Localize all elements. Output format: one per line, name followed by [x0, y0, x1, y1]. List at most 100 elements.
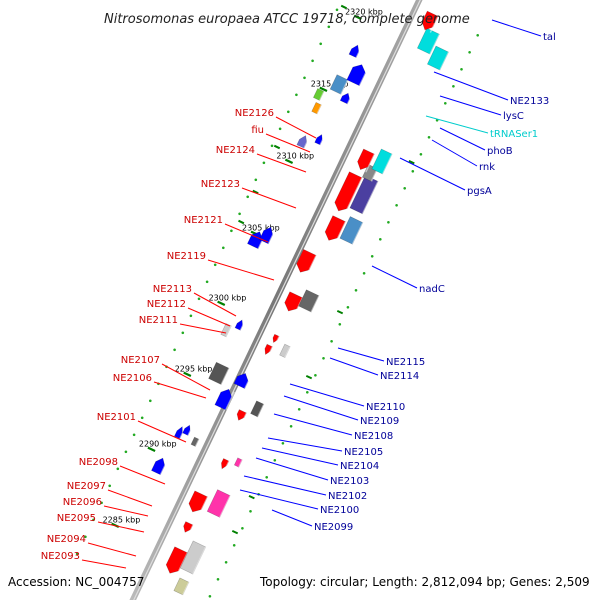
ruler-dot [232, 544, 236, 547]
ruler-dot [124, 450, 128, 454]
label-leader-left [119, 465, 166, 485]
gene-label-ne2097: NE2097 [67, 481, 106, 492]
label-leader-right [289, 383, 365, 407]
gene-rnk [311, 101, 323, 115]
scale-tick-mark [353, 14, 362, 20]
gene-label-pgsa: pgsA [467, 186, 492, 197]
label-leader-right [431, 139, 478, 167]
label-leader-left [87, 542, 137, 557]
label-leader-right [267, 437, 343, 452]
scale-minor-mark [340, 4, 348, 10]
ruler-dot [287, 110, 290, 114]
label-leader-left [187, 307, 231, 327]
ruler-dot [246, 195, 249, 199]
gene-label-phob: phoB [487, 146, 513, 157]
label-leader-right [283, 395, 359, 421]
gene-ne2119 [284, 291, 304, 315]
scale-tick-mark [319, 86, 328, 92]
gene-trna [312, 88, 325, 101]
label-leader-right [399, 157, 466, 191]
ruler-dot [379, 238, 382, 241]
scale-tick-mark [217, 300, 226, 306]
gene-phob [339, 92, 353, 105]
label-leader-right [439, 95, 502, 116]
scale-tick-label: 2320 kbp [345, 7, 383, 16]
gene-label-ne2133: NE2133 [510, 96, 549, 107]
gene-ne2110b [233, 373, 252, 390]
ruler-dot [197, 297, 201, 301]
gene-label-ne2114: NE2114 [380, 371, 419, 382]
gene-ne2094b [179, 540, 207, 575]
ruler-dot [444, 102, 447, 105]
gene-label-ne2101: NE2101 [97, 412, 136, 423]
gene-lysc [329, 74, 349, 95]
gene-label-ne2123: NE2123 [201, 179, 240, 190]
gene-ne2105 [174, 426, 186, 440]
gene-ne2112 [272, 333, 280, 344]
gene-label-ne2105: NE2105 [344, 447, 383, 458]
gene-label-lysc: lysC [503, 111, 524, 122]
gene-label-ne2098: NE2098 [79, 457, 118, 468]
gene-label-ne2096: NE2096 [63, 497, 102, 508]
ruler-dot [303, 76, 306, 80]
ruler-dot [208, 595, 212, 598]
gene-ne2110c [208, 361, 230, 385]
ruler-dot [222, 246, 225, 250]
gene-ne2111 [264, 343, 274, 357]
gene-features [151, 10, 450, 596]
ruler-dot [270, 144, 274, 148]
ruler-dot [216, 578, 220, 581]
gene-label-rnk: rnk [479, 162, 495, 173]
scale-tick-label: 2290 kbp [139, 439, 177, 448]
gene-trna-top [426, 45, 450, 71]
label-leader-left [275, 116, 317, 139]
gene-label-nadc: nadC [419, 284, 445, 295]
scale-tick-mark [284, 158, 294, 164]
gene-ne2124 [334, 171, 363, 215]
scale-tick-label: 2300 kbp [209, 293, 247, 302]
label-leader-left [153, 381, 207, 399]
label-leader-left [81, 559, 127, 569]
gene-label-ne2100: NE2100 [320, 505, 359, 516]
ruler-dot [149, 399, 152, 403]
ruler-dot [278, 127, 282, 131]
gene-tal [421, 10, 439, 33]
scale-minor-mark [336, 309, 344, 315]
gene-ne2123 [324, 215, 347, 244]
ruler-dot [395, 204, 398, 207]
ruler-dot [249, 510, 252, 513]
ruler-dot [230, 229, 233, 233]
gene-label-ne2121: NE2121 [184, 215, 223, 226]
ruler-dot [306, 391, 309, 394]
ruler-dot [346, 306, 350, 309]
label-leader-right [425, 115, 489, 134]
gene-label-ne2099: NE2099 [314, 522, 353, 533]
ruler-dot [189, 314, 193, 318]
label-leader-left [207, 259, 275, 281]
ruler-dot [411, 170, 415, 173]
gene-ne2101b [233, 457, 243, 468]
gene-label-ne2108: NE2108 [354, 431, 393, 442]
label-leader-left [256, 153, 307, 173]
ruler-dot [238, 212, 241, 216]
ruler-dot [100, 501, 103, 505]
accession-text: Accession: NC_004757 [8, 575, 144, 589]
label-leader-right [239, 489, 319, 510]
ruler-dot [427, 136, 431, 139]
ruler-dot [419, 153, 423, 156]
gene-label-ne2103: NE2103 [330, 476, 369, 487]
ruler-dot [362, 272, 366, 275]
label-leader-left [265, 133, 311, 153]
gene-ne2095 [183, 521, 194, 535]
gene-label-ne2113: NE2113 [153, 284, 192, 295]
label-leader-right [271, 509, 313, 527]
label-leader-left [193, 292, 237, 317]
ruler-dot [116, 467, 120, 471]
gene-label-ne2119: NE2119 [167, 251, 206, 262]
gene-label-ne2109: NE2109 [360, 416, 399, 427]
scale-tick-label: 2285 kbp [103, 515, 141, 524]
ruler-dot [84, 535, 87, 539]
gene-labels: NE2126 fiu NE2124 NE2123 NE2121 NE2119 NE2113 N… [41, 32, 556, 562]
